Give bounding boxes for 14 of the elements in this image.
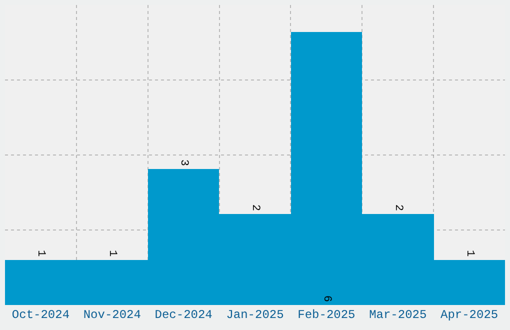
x-tick-label: Apr-2025 xyxy=(440,308,498,322)
data-label: 2 xyxy=(392,204,404,211)
x-tick-label: Oct-2024 xyxy=(12,308,70,322)
data-label: 3 xyxy=(178,159,190,166)
x-tick-label: Dec-2024 xyxy=(154,308,212,322)
data-label: 1 xyxy=(106,250,118,257)
data-label: 2 xyxy=(249,204,261,211)
data-label: 1 xyxy=(464,250,476,257)
data-label: 1 xyxy=(34,250,46,257)
x-tick-label: Feb-2025 xyxy=(298,308,356,322)
data-label: 6 xyxy=(320,295,332,302)
x-tick-label: Mar-2025 xyxy=(369,308,427,322)
x-tick-label: Nov-2024 xyxy=(83,308,141,322)
x-tick-label: Jan-2025 xyxy=(226,308,284,322)
